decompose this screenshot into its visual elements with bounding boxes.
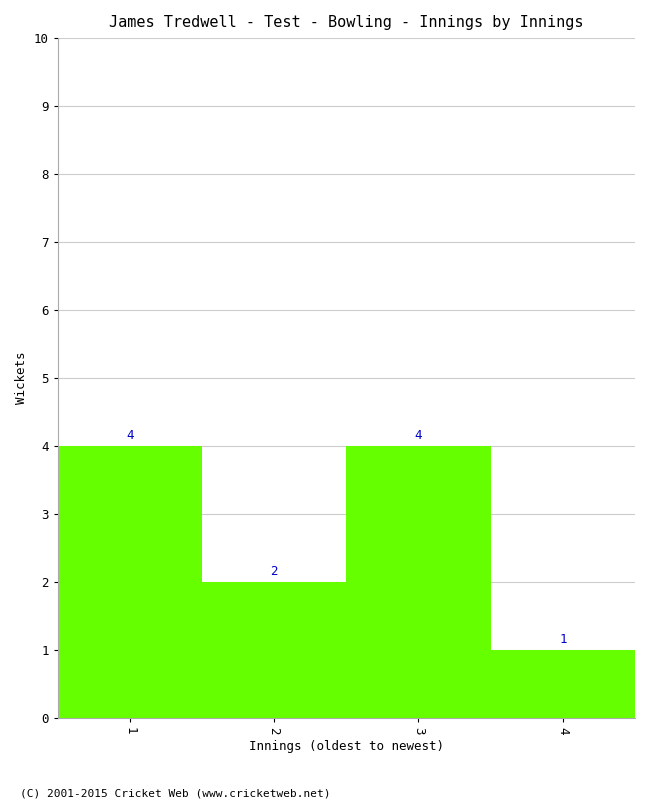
Bar	[202, 582, 346, 718]
Bar	[491, 650, 635, 718]
Bar	[346, 446, 491, 718]
Title: James Tredwell - Test - Bowling - Innings by Innings: James Tredwell - Test - Bowling - Inning…	[109, 15, 584, 30]
Text: 4: 4	[415, 429, 422, 442]
Text: 4: 4	[126, 429, 133, 442]
Y-axis label: Wickets: Wickets	[15, 352, 28, 404]
Text: 1: 1	[559, 633, 567, 646]
X-axis label: Innings (oldest to newest): Innings (oldest to newest)	[249, 740, 444, 753]
Bar	[58, 446, 202, 718]
Text: (C) 2001-2015 Cricket Web (www.cricketweb.net): (C) 2001-2015 Cricket Web (www.cricketwe…	[20, 788, 330, 798]
Text: 2: 2	[270, 565, 278, 578]
